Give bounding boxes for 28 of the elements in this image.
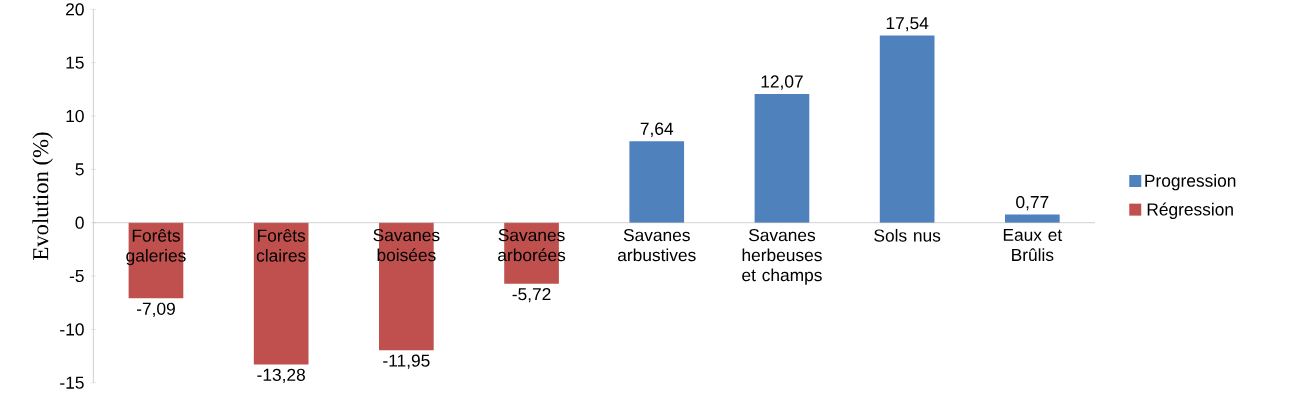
- x-tick-label: Eaux et Brûlis: [1003, 229, 1063, 262]
- y-tick-label: 5: [75, 163, 84, 176]
- bar: [629, 141, 685, 223]
- x-tick-label: Forêts claires: [256, 229, 306, 262]
- y-tick-label: -15: [60, 376, 84, 389]
- y-tick-label: 10: [66, 110, 84, 123]
- data-label: 7,64: [640, 122, 674, 138]
- y-axis-title: Evolution (%): [32, 132, 53, 261]
- data-label: -7,09: [136, 302, 175, 318]
- data-label: 12,07: [761, 75, 803, 90]
- y-tick-label: 0: [75, 216, 84, 229]
- y-tick-label: -5: [69, 270, 84, 283]
- x-tick-label: Sols nus: [874, 229, 941, 242]
- y-tick-label: 15: [66, 56, 84, 69]
- x-tick-label: Savanes herbeuses et champs: [742, 229, 822, 285]
- bar: [253, 222, 309, 365]
- y-tick-label: 20: [66, 3, 84, 16]
- data-label: 0,77: [1016, 196, 1049, 211]
- legend-label: Progression: [1145, 174, 1236, 191]
- y-tick-label: -10: [60, 323, 84, 336]
- data-label: -13,28: [257, 368, 305, 384]
- data-label: -11,95: [383, 354, 430, 369]
- data-label: -5,72: [512, 288, 551, 303]
- x-tick-label: Savanes arbustives: [617, 229, 696, 262]
- bar: [879, 35, 935, 223]
- legend-label: Régression: [1147, 202, 1233, 220]
- bar: [754, 94, 810, 223]
- data-label: 17,54: [886, 17, 929, 32]
